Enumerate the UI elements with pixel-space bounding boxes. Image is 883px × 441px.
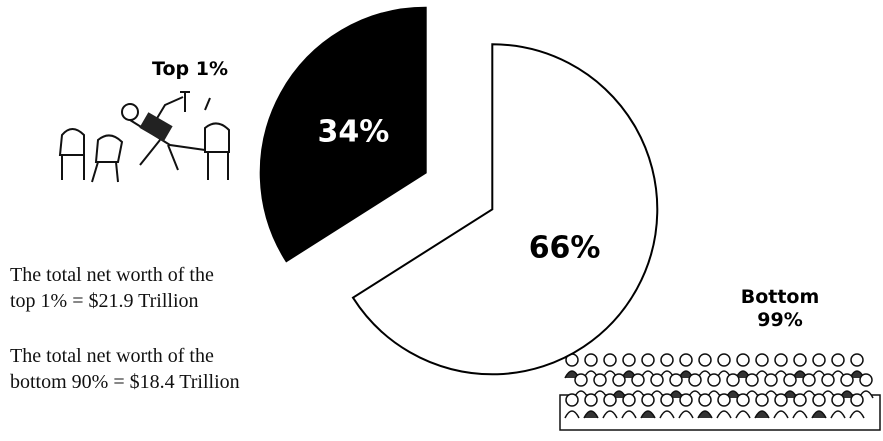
crowd-head [850,393,864,407]
annotation-line: The total net worth of the [10,264,214,286]
category-label: Bottom 99% [740,286,820,331]
pie-slice [259,6,427,263]
crowd-body [583,410,599,419]
crowd-head [793,393,807,407]
crowd-body [773,410,789,419]
crowd-body [602,410,618,419]
crowd-head [783,373,797,387]
figure-head [121,103,139,121]
crowd-head [755,353,769,367]
crowd-head [584,393,598,407]
crowd-head [593,373,607,387]
crowd-head [660,393,674,407]
crowd-body [811,410,827,419]
crowd-head [631,373,645,387]
crowd-head [802,373,816,387]
crowd-head [859,373,873,387]
crowd-head [603,393,617,407]
crowd-head [622,393,636,407]
figure-body [139,112,173,142]
crowd-body [659,410,675,419]
crowd [564,353,874,419]
crowd-head [821,373,835,387]
crowd-head [774,353,788,367]
crowd-body [678,410,694,419]
crowd-head [717,353,731,367]
crowd-head [641,353,655,367]
crowd-head [603,353,617,367]
crowd-head [755,393,769,407]
crowd-head [641,393,655,407]
crowd-head [726,373,740,387]
annotation-line: top 1% = $21.9 Trillion [10,290,199,312]
crowd-head [679,393,693,407]
annotation-line: The total net worth of the [10,345,214,367]
crowd-head [850,353,864,367]
crowd-body [564,410,580,419]
crowd-head [679,353,693,367]
crowd-body [849,410,865,419]
crowd-head [764,373,778,387]
crowd-head [831,393,845,407]
bottom-illustration [559,353,881,431]
crowd-body [640,410,656,419]
crowd-head [812,353,826,367]
crowd-body [754,410,770,419]
crowd-head [565,393,579,407]
crowd-head [688,373,702,387]
slice-label: 66% [529,231,601,266]
category-label: Top 1% [152,58,228,80]
top-illustration [58,91,230,183]
crowd-head [840,373,854,387]
crowd-body [735,410,751,419]
crowd-head [612,373,626,387]
crowd-head [669,373,683,387]
crowd-body [792,410,808,419]
crowd-body [830,410,846,419]
crowd-head [793,353,807,367]
crowd-head [717,393,731,407]
crowd-head [660,353,674,367]
crowd-head [736,353,750,367]
pie-slice [351,43,659,376]
slice-label: 34% [317,114,389,149]
crowd-head [574,373,588,387]
crowd-head [745,373,759,387]
crowd-head [584,353,598,367]
annotation: The total net worth of the top 1% = $21.… [10,262,214,314]
crowd-body [621,410,637,419]
crowd-head [774,393,788,407]
crowd-head [698,393,712,407]
crowd-head [622,353,636,367]
crowd-head [831,353,845,367]
annotation: The total net worth of the bottom 90% = … [10,343,240,395]
crowd-head [698,353,712,367]
crowd-body [697,410,713,419]
crowd-head [707,373,721,387]
crowd-head [812,393,826,407]
crowd-head [736,393,750,407]
crowd-head [650,373,664,387]
annotation-line: bottom 90% = $18.4 Trillion [10,371,240,393]
crowd-body [716,410,732,419]
